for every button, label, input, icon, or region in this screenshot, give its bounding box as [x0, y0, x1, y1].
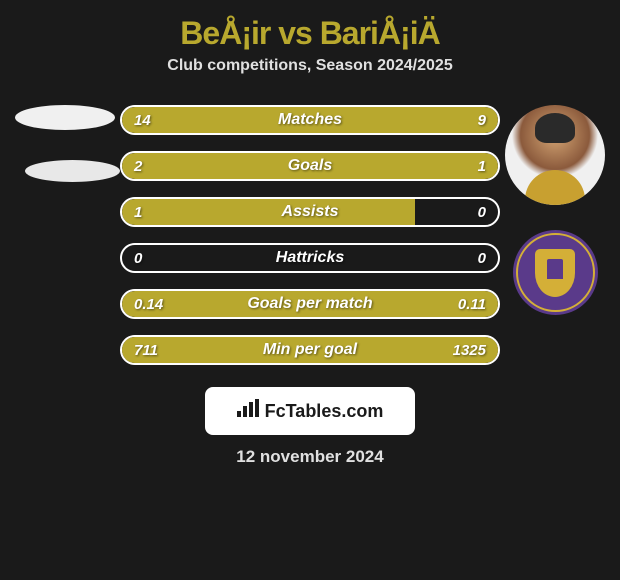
stat-label: Hattricks	[276, 249, 344, 267]
stat-bar: 711 Min per goal 1325	[120, 335, 500, 365]
stat-label: Min per goal	[263, 341, 357, 359]
stat-label: Goals per match	[247, 295, 372, 313]
date-label: 12 november 2024	[0, 447, 620, 467]
left-player-avatar-placeholder	[15, 105, 115, 130]
stat-bar: 0.14 Goals per match 0.11	[120, 289, 500, 319]
stat-label: Assists	[282, 203, 339, 221]
stat-value-left: 711	[134, 342, 158, 359]
stat-value-left: 0.14	[134, 296, 163, 313]
left-player-column	[10, 95, 120, 182]
site-attribution[interactable]: FcTables.com	[205, 387, 415, 435]
site-name: FcTables.com	[265, 401, 384, 422]
stat-value-right: 1	[478, 158, 486, 175]
stat-label: Goals	[288, 157, 332, 175]
stat-bar: 0 Hattricks 0	[120, 243, 500, 273]
right-player-column	[500, 95, 610, 315]
stat-value-right: 1325	[453, 342, 486, 359]
right-club-badge	[513, 230, 598, 315]
left-club-badge-placeholder	[25, 160, 120, 182]
stat-bar: 2 Goals 1	[120, 151, 500, 181]
stat-fill-left	[122, 153, 374, 179]
stat-value-right: 0	[478, 204, 486, 221]
stat-value-left: 0	[134, 250, 142, 267]
stat-bar: 1 Assists 0	[120, 197, 500, 227]
stat-value-left: 2	[134, 158, 142, 175]
stat-value-right: 0	[478, 250, 486, 267]
page-subtitle: Club competitions, Season 2024/2025	[0, 57, 620, 95]
chart-icon	[237, 399, 259, 423]
club-shield-icon	[535, 249, 575, 297]
stat-value-left: 14	[134, 112, 151, 129]
stat-bar: 14 Matches 9	[120, 105, 500, 135]
comparison-area: 14 Matches 9 2 Goals 1 1 Assists 0 0 Hattricks 0 0.1…	[0, 95, 620, 375]
stat-label: Matches	[278, 111, 342, 129]
page-title: BeÅ¡ir vs BariÅ¡iÄ	[0, 0, 620, 57]
stat-fill-left	[122, 199, 415, 225]
stat-value-right: 0.11	[458, 296, 486, 313]
stats-list: 14 Matches 9 2 Goals 1 1 Assists 0 0 Hattricks 0 0.1…	[120, 95, 500, 375]
stat-fill-right	[351, 107, 498, 133]
stat-value-left: 1	[134, 204, 142, 221]
right-player-avatar	[505, 105, 605, 205]
stat-value-right: 9	[478, 112, 486, 129]
